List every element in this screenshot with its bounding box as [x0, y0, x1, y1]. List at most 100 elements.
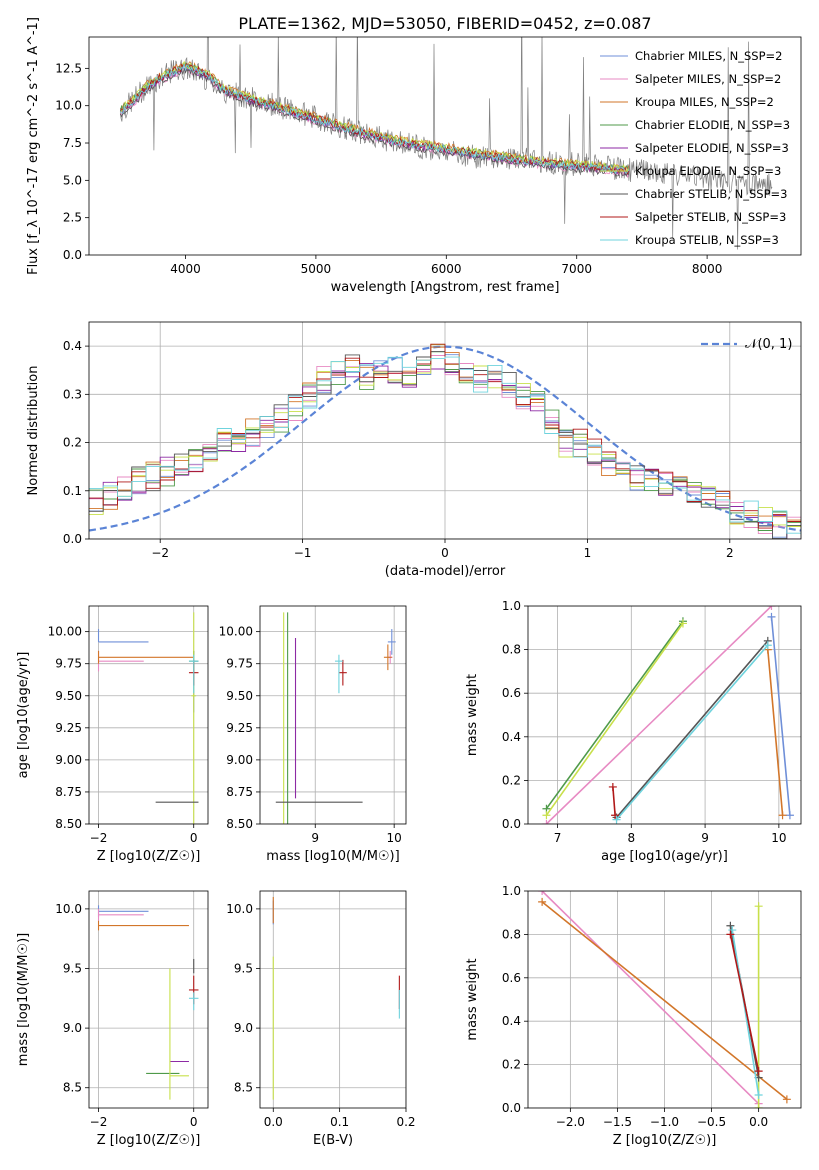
errorbar-point-0	[97, 629, 149, 643]
age-vs-mass-ytick-label: 9.00	[226, 753, 253, 767]
mass-vs-EBV-ytick-label: 9.5	[234, 962, 253, 976]
mass-vs-EBV-frame	[259, 890, 407, 1109]
weight-line-8	[731, 929, 760, 1096]
residuals-xtick-label: −2	[151, 546, 169, 560]
errorbar-point-0	[97, 905, 149, 918]
weight-vs-age-frame	[527, 605, 802, 825]
age-vs-mass-xtick-label: 9	[311, 831, 319, 845]
spectrum-ytick-label: 12.5	[55, 61, 82, 75]
age-vs-Z-xtick-label: 0	[190, 831, 198, 845]
weight-marker-6	[726, 921, 735, 930]
spectrum-xtick-label: 4000	[170, 262, 201, 276]
age-vs-mass-plot-area	[260, 606, 406, 824]
mass-vs-Z-xlabel: Z [log10(Z/Z☉)]	[97, 1133, 201, 1148]
age-vs-Z-xlabel: Z [log10(Z/Z☉)]	[97, 849, 201, 864]
weight-marker-1	[542, 820, 551, 824]
weight-vs-Z-ytick-label: 0.0	[502, 1101, 521, 1115]
legend-label-0: Chabrier MILES, N_SSP=2	[635, 49, 782, 63]
weight-line-5	[545, 622, 684, 816]
weight-vs-age-panel: 7 8 9 10 0.0 0.2 0.4 0.6 0.8 1.0 age [log10(age/yr…	[465, 599, 802, 864]
weight-vs-age-ylabel: mass weight	[465, 674, 480, 756]
age-vs-mass-ytick-label: 8.75	[226, 785, 253, 799]
weight-marker-0	[767, 612, 776, 621]
residuals-xtick-label: 1	[584, 546, 592, 560]
weight-marker-2	[782, 1095, 791, 1104]
legend-label-5: Kroupa ELODIE, N_SSP=3	[635, 164, 781, 178]
errorbar-point-1	[97, 908, 144, 921]
mass-vs-EBV-ytick-label: 8.5	[234, 1081, 253, 1095]
residuals-ytick-label: 0.3	[63, 387, 82, 401]
weight-line-7	[729, 934, 760, 1072]
weight-vs-age-ytick-label: 0.2	[502, 773, 521, 787]
mass-vs-EBV-ytick-label: 10.0	[226, 902, 253, 916]
age-vs-mass-ytick-label: 8.50	[226, 817, 253, 831]
weight-line-7	[612, 786, 616, 816]
weight-marker-8	[612, 815, 621, 824]
weight-vs-age-ytick-label: 0.6	[502, 686, 521, 700]
weight-marker-2	[778, 811, 787, 820]
spectrum-ytick-label: 7.5	[63, 136, 82, 150]
age-vs-mass-ytick-label: 10.00	[219, 625, 253, 639]
weight-marker-7	[608, 782, 617, 791]
spectrum-ytick-label: 5.0	[63, 173, 82, 187]
mass-vs-EBV-plot-area	[260, 891, 406, 1108]
weight-vs-Z-frame	[527, 890, 802, 1109]
weight-vs-age-xtick-label: 8	[627, 831, 635, 845]
mass-vs-EBV-xlabel: E(B-V)	[313, 1133, 353, 1148]
weight-marker-0	[785, 811, 794, 820]
mass-vs-Z-ytick-label: 9.5	[63, 962, 82, 976]
mass-vs-Z-ylabel: mass [log10(M/M☉)]	[16, 933, 31, 1066]
weight-marker-1	[538, 891, 547, 895]
age-vs-mass-frame	[259, 605, 407, 825]
residuals-panel: −2 −1 0 1 2 0.0 0.1 0.2 0.3 0.4 (data-model)/error…	[26, 321, 802, 579]
errorbar-point-0	[387, 629, 396, 655]
spectrum-legend: Chabrier MILES, N_SSP=2 Salpeter MILES, N…	[600, 49, 790, 247]
weight-vs-Z-xlabel: Z [log10(Z/Z☉)]	[613, 1133, 717, 1148]
weight-vs-age-ytick-label: 0.8	[502, 643, 521, 657]
age-vs-Z-ytick-label: 9.25	[55, 721, 82, 735]
errorbar-point-2	[383, 644, 392, 671]
weight-vs-Z-xtick-label: −1.5	[603, 1115, 632, 1129]
legend-label-3: Chabrier ELODIE, N_SSP=3	[635, 118, 790, 132]
weight-vs-age-plot-area	[528, 606, 801, 824]
age-vs-mass-ytick-label: 9.75	[226, 657, 253, 671]
residuals-xtick-label: 2	[726, 546, 734, 560]
residuals-xtick-label: −1	[294, 546, 312, 560]
age-vs-Z-xtick-label: −2	[90, 831, 108, 845]
age-vs-mass-xlabel: mass [log10(M/M☉)]	[266, 849, 399, 864]
residuals-ylabel: Normed distribution	[26, 366, 41, 496]
weight-vs-age-xtick-label: 7	[554, 831, 562, 845]
weight-vs-age-xtick-label: 9	[701, 831, 709, 845]
weight-vs-age-ytick-label: 1.0	[502, 599, 521, 613]
weight-vs-Z-xtick-label: −2.0	[556, 1115, 585, 1129]
weight-marker-1	[767, 606, 776, 610]
weight-line-2	[767, 649, 784, 816]
weight-marker-5	[542, 811, 551, 820]
mass-vs-Z-xtick-label: 0	[190, 1115, 198, 1129]
weight-vs-age-ytick-label: 0.0	[502, 817, 521, 831]
residuals-frame	[88, 321, 802, 540]
mass-vs-EBV-panel: 0.0 0.1 0.2 8.5 9.0 9.5 10.0 E(B-V)	[226, 890, 416, 1148]
weight-line-1	[545, 606, 773, 824]
spectrum-ytick-label: 0.0	[63, 248, 82, 262]
weight-vs-age-xtick-label: 10	[771, 831, 786, 845]
errorbar-point-7	[338, 659, 347, 686]
weight-vs-Z-ylabel: mass weight	[465, 958, 480, 1040]
weight-vs-Z-xtick-label: −0.5	[697, 1115, 726, 1129]
spectrum-xtick-label: 6000	[431, 262, 462, 276]
errorbar-point-8	[188, 654, 199, 694]
observed-spectrum-line	[119, 37, 773, 250]
weight-line-8	[615, 644, 769, 821]
residuals-xtick-label: 0	[441, 546, 449, 560]
residuals-ytick-label: 0.2	[63, 436, 82, 450]
age-vs-Z-ytick-label: 9.75	[55, 657, 82, 671]
weight-marker-5	[754, 1104, 763, 1108]
spectrum-frame	[88, 36, 802, 256]
weight-line-6	[615, 640, 769, 819]
model-spectrum-line-7	[120, 63, 630, 175]
weight-vs-Z-panel: −2.0 −1.5 −1.0 −0.5 0.0 0.0 0.2 0.4 0.6 0.8 1.0 Z […	[465, 884, 802, 1148]
weight-marker-8	[763, 641, 772, 650]
age-vs-mass-panel: 9 10 8.50 8.75 9.00 9.25 9.50 9.75 10.00 mass [lo…	[219, 605, 407, 864]
age-vs-Z-ytick-label: 9.00	[55, 753, 82, 767]
weight-marker-2	[538, 897, 547, 906]
